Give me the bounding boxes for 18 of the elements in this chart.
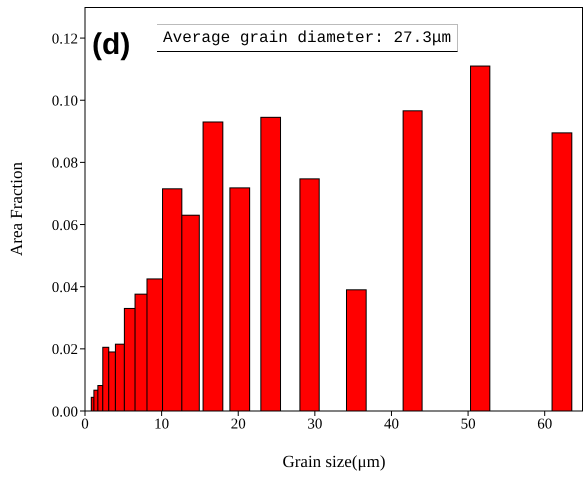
annotation: (d)	[92, 27, 130, 63]
x-tick-label: 0	[81, 416, 89, 433]
y-tick-label: 0.12	[52, 31, 78, 48]
y-tick-label: 0.06	[52, 218, 78, 234]
x-tick-label: 50	[460, 416, 476, 433]
x-tick-label: 20	[230, 416, 246, 433]
annotation: Average grain diameter: 27.3μm	[157, 24, 458, 52]
y-tick-label: 0.04	[52, 280, 78, 296]
y-tick-label: 0.02	[52, 342, 78, 358]
y-axis-title: Area Fraction	[7, 162, 26, 256]
x-tick-label: 60	[537, 416, 552, 433]
x-tick-label: 30	[307, 416, 322, 433]
y-tick-label: 0.08	[52, 156, 78, 172]
x-tick-label: 40	[384, 416, 399, 433]
y-tick-label: 0.10	[52, 94, 78, 110]
x-axis-title: Grain size(μm)	[282, 452, 386, 471]
x-tick-label: 10	[154, 416, 170, 433]
y-tick-label: 0.00	[52, 404, 78, 420]
